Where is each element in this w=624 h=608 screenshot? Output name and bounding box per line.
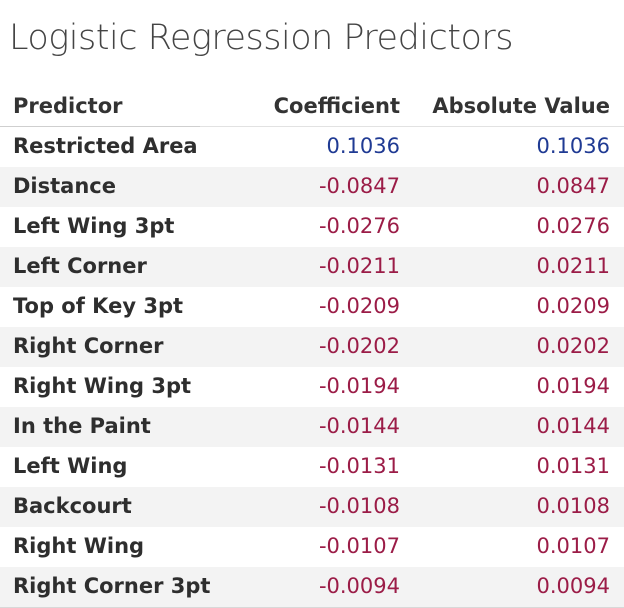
coefficient-cell: -0.0144 [318,414,400,438]
header-divider-right [200,126,624,127]
absolute-value-cell: 0.0107 [536,534,610,558]
table-row: Left Wing -0.0131 0.0131 [0,447,624,487]
absolute-value-cell: 0.0108 [536,494,610,518]
absolute-value-cell: 0.0209 [536,294,610,318]
predictor-cell: Top of Key 3pt [13,294,184,318]
predictor-cell: Right Corner 3pt [13,574,211,598]
absolute-value-cell: 0.0202 [536,334,610,358]
table-row: Backcourt -0.0108 0.0108 [0,487,624,527]
table-row: Restricted Area 0.1036 0.1036 [0,127,624,167]
absolute-value-cell: 0.0144 [536,414,610,438]
table-row: Right Wing 3pt -0.0194 0.0194 [0,367,624,407]
table-row: Right Corner -0.0202 0.0202 [0,327,624,367]
table-row: Left Corner -0.0211 0.0211 [0,247,624,287]
table-row: Left Wing 3pt -0.0276 0.0276 [0,207,624,247]
predictor-cell: Left Wing 3pt [13,214,175,238]
predictor-cell: Right Corner [13,334,164,358]
predictor-cell: Restricted Area [13,134,198,158]
absolute-value-cell: 0.0131 [536,454,610,478]
coefficient-cell: 0.1036 [326,134,400,158]
predictor-cell: Right Wing [13,534,145,558]
table-row: Distance -0.0847 0.0847 [0,167,624,207]
coefficient-cell: -0.0276 [318,214,400,238]
predictor-cell: Left Wing [13,454,128,478]
absolute-value-cell: 0.1036 [536,134,610,158]
predictor-table: Predictor Coefficient Absolute Value Res… [0,88,624,608]
predictor-cell: Distance [13,174,116,198]
table-row: Top of Key 3pt -0.0209 0.0209 [0,287,624,327]
table-row: Right Wing -0.0107 0.0107 [0,527,624,567]
absolute-value-cell: 0.0211 [536,254,610,278]
table-body: Restricted Area 0.1036 0.1036 Distance -0.08… [0,127,624,608]
predictor-cell: Left Corner [13,254,147,278]
predictor-cell: In the Paint [13,414,151,438]
absolute-value-cell: 0.0276 [536,214,610,238]
coefficient-cell: -0.0209 [318,294,400,318]
coefficient-cell: -0.0194 [318,374,400,398]
predictor-cell: Backcourt [13,494,132,518]
predictor-cell: Right Wing 3pt [13,374,192,398]
coefficient-cell: -0.0108 [318,494,400,518]
coefficient-cell: -0.0211 [318,254,400,278]
table-row: In the Paint -0.0144 0.0144 [0,407,624,447]
chart-title: Logistic Regression Predictors [9,18,514,58]
column-header-predictor[interactable]: Predictor [13,94,123,118]
absolute-value-cell: 0.0847 [536,174,610,198]
table-row: Right Corner 3pt -0.0094 0.0094 [0,567,624,607]
column-header-coefficient[interactable]: Coefficient [273,94,400,118]
coefficient-cell: -0.0094 [318,574,400,598]
coefficient-cell: -0.0131 [318,454,400,478]
column-header-absolute-value[interactable]: Absolute Value [432,94,610,118]
absolute-value-cell: 0.0194 [536,374,610,398]
table-header: Predictor Coefficient Absolute Value [0,88,624,127]
header-divider [0,126,200,127]
coefficient-cell: -0.0847 [318,174,400,198]
coefficient-cell: -0.0107 [318,534,400,558]
coefficient-cell: -0.0202 [318,334,400,358]
absolute-value-cell: 0.0094 [536,574,610,598]
